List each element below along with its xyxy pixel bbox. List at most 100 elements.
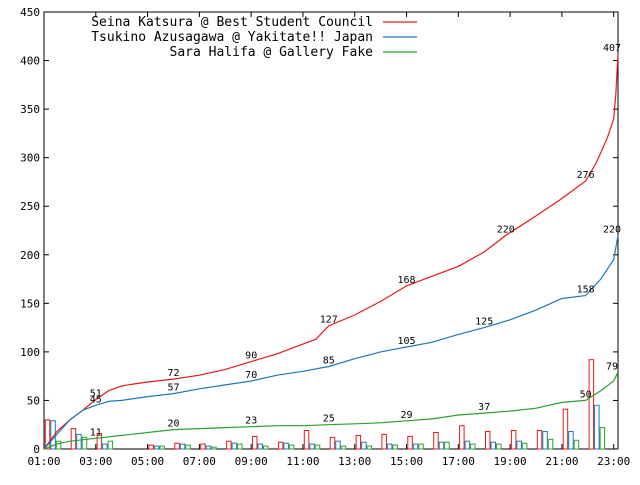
x-tick-label: 03:00 — [79, 455, 112, 468]
x-tick-label: 09:00 — [235, 455, 268, 468]
x-tick-label: 19:00 — [494, 455, 527, 468]
bar — [438, 441, 445, 450]
bar — [55, 440, 62, 450]
bar — [205, 445, 212, 450]
bar — [76, 433, 82, 450]
bars — [44, 359, 606, 450]
bar — [153, 445, 160, 450]
data-label: 127 — [320, 315, 338, 326]
bar — [490, 441, 496, 450]
bar — [179, 443, 186, 450]
bar — [200, 443, 206, 450]
bar — [381, 433, 387, 450]
y-tick-label: 350 — [20, 103, 40, 116]
series-line — [43, 53, 619, 450]
bar — [231, 442, 238, 450]
bar — [226, 440, 232, 450]
bar — [562, 408, 569, 450]
series-line — [43, 372, 619, 450]
series-line — [43, 235, 619, 450]
bar — [594, 404, 600, 450]
bar — [573, 439, 580, 450]
bar — [599, 427, 606, 450]
bar — [70, 428, 77, 450]
data-label: 158 — [577, 285, 595, 296]
bar — [361, 441, 367, 450]
bar — [257, 443, 263, 450]
bar — [485, 431, 491, 450]
data-label: 20 — [167, 419, 179, 430]
bar — [588, 359, 595, 450]
bar — [263, 445, 269, 450]
x-tick-label: 23:00 — [597, 455, 630, 468]
data-label: 79 — [606, 361, 618, 372]
data-label: 50 — [580, 389, 592, 400]
y-tick-label: 300 — [20, 152, 40, 165]
bar — [288, 444, 295, 450]
series-lines — [43, 53, 619, 450]
data-labels: 51 72 90 127 168 220 276 407 45 57 70 85 105 125 158 22… — [90, 43, 621, 438]
data-label: 168 — [397, 275, 415, 286]
bar — [237, 443, 243, 450]
bar — [185, 444, 191, 450]
bar — [568, 431, 574, 450]
bar — [81, 436, 88, 450]
bar — [50, 420, 56, 450]
bar — [412, 443, 419, 450]
y-tick-label: 150 — [20, 297, 40, 310]
data-label: 23 — [245, 416, 257, 427]
data-label: 90 — [245, 351, 257, 362]
x-tick-label: 11:00 — [286, 455, 319, 468]
data-label: 220 — [497, 224, 515, 235]
axes: 0 50 100 150 200 250 300 350 400 450 01:00 03:00 05:… — [20, 6, 630, 468]
data-label: 11 — [90, 427, 102, 438]
bar — [366, 445, 373, 450]
bar — [536, 430, 543, 450]
bar — [392, 444, 398, 450]
data-label: 51 — [90, 389, 102, 400]
y-tick-label: 450 — [20, 6, 40, 19]
bar — [433, 432, 439, 450]
bar — [303, 430, 310, 450]
bar — [444, 441, 450, 450]
legend-label: Sara Halifa @ Gallery Fake — [170, 45, 374, 60]
data-label: 407 — [603, 43, 621, 54]
data-label: 220 — [603, 224, 621, 235]
x-tick-label: 05:00 — [131, 455, 164, 468]
bar — [314, 444, 321, 450]
data-label: 276 — [577, 170, 595, 181]
bar — [459, 425, 465, 450]
bar — [496, 443, 502, 450]
y-tick-label: 250 — [20, 200, 40, 213]
data-label: 125 — [475, 317, 493, 328]
bar — [277, 441, 284, 450]
bar — [283, 442, 289, 450]
bar — [107, 440, 114, 450]
bar — [335, 440, 341, 450]
data-label: 85 — [323, 356, 335, 367]
bar — [96, 433, 103, 450]
bar — [174, 442, 180, 450]
bar — [159, 445, 165, 450]
x-tick-label: 15:00 — [390, 455, 423, 468]
bar — [148, 444, 154, 450]
x-tick-label: 21:00 — [545, 455, 578, 468]
bar — [102, 443, 108, 450]
bar — [418, 443, 424, 450]
bar — [542, 431, 548, 450]
data-label: 57 — [167, 383, 179, 394]
bar — [510, 430, 517, 450]
bar — [516, 440, 522, 450]
data-label: 45 — [90, 394, 102, 405]
y-tick-label: 100 — [20, 346, 40, 359]
y-tick-label: 400 — [20, 55, 40, 68]
y-tick-label: 0 — [33, 443, 40, 456]
bar — [211, 446, 217, 450]
plot-frame — [43, 11, 619, 450]
y-tick-label: 200 — [20, 249, 40, 262]
bar — [547, 438, 554, 450]
bar — [340, 445, 347, 450]
legend: Seina Katsura @ Best Student CouncilTsuk… — [91, 15, 417, 60]
